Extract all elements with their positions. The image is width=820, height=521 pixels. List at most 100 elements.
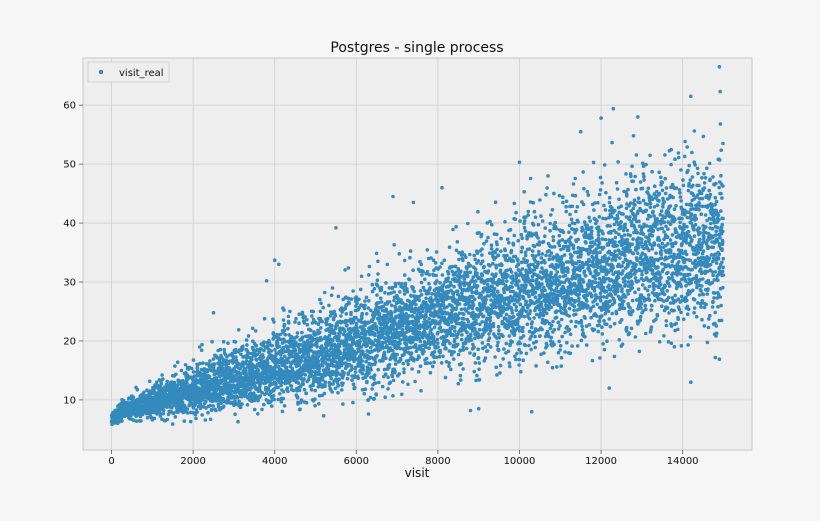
data-point xyxy=(535,313,539,317)
data-point xyxy=(519,370,523,374)
data-point xyxy=(458,312,462,316)
data-point xyxy=(195,410,199,414)
data-point xyxy=(256,369,260,373)
data-point xyxy=(395,353,399,357)
data-point xyxy=(360,317,364,321)
data-point xyxy=(411,286,415,290)
data-point xyxy=(538,240,542,244)
data-point xyxy=(460,338,464,342)
data-point xyxy=(186,407,190,411)
data-point xyxy=(337,384,341,388)
data-point xyxy=(433,326,437,330)
data-point xyxy=(421,309,425,313)
data-point xyxy=(517,348,521,352)
data-point xyxy=(512,315,516,319)
data-point xyxy=(447,276,451,280)
data-point xyxy=(260,408,264,412)
data-point xyxy=(540,282,544,286)
data-point xyxy=(334,374,338,378)
data-point xyxy=(262,340,266,344)
data-point xyxy=(507,241,511,245)
data-point xyxy=(329,377,333,381)
data-point xyxy=(486,236,490,240)
data-point xyxy=(424,297,428,301)
data-point xyxy=(526,277,530,281)
data-point xyxy=(537,250,541,254)
data-point xyxy=(245,338,249,342)
data-point xyxy=(294,349,298,353)
data-point xyxy=(311,370,315,374)
data-point xyxy=(432,360,436,364)
data-point xyxy=(490,223,494,227)
data-point xyxy=(279,384,283,388)
data-point xyxy=(381,385,385,389)
data-point xyxy=(376,368,380,372)
data-point xyxy=(266,361,270,365)
data-point xyxy=(272,394,276,398)
data-point xyxy=(544,254,548,258)
data-point xyxy=(256,412,260,416)
data-point xyxy=(317,355,321,359)
data-point xyxy=(240,402,244,406)
data-point xyxy=(410,351,414,355)
data-point xyxy=(298,389,302,393)
data-point xyxy=(497,325,501,329)
data-point xyxy=(310,388,314,392)
data-point xyxy=(443,343,447,347)
data-point xyxy=(342,371,346,375)
data-point xyxy=(201,361,205,365)
data-point xyxy=(435,250,439,254)
data-point xyxy=(206,411,210,415)
data-point xyxy=(341,382,345,386)
data-point xyxy=(253,408,257,412)
data-point xyxy=(282,390,286,394)
data-point xyxy=(185,381,189,385)
data-point xyxy=(489,345,493,349)
data-point xyxy=(427,317,431,321)
data-point xyxy=(525,352,529,356)
data-point xyxy=(338,377,342,381)
data-point xyxy=(436,341,440,345)
data-point xyxy=(330,324,334,328)
data-point xyxy=(452,291,456,295)
data-point xyxy=(491,262,495,266)
data-point xyxy=(529,348,533,352)
data-point xyxy=(287,321,291,325)
data-point xyxy=(543,261,547,265)
data-point xyxy=(499,269,503,273)
data-point xyxy=(542,240,546,244)
data-point xyxy=(475,374,479,378)
data-point xyxy=(452,357,456,361)
data-point xyxy=(511,274,515,278)
data-point xyxy=(459,362,463,366)
data-point xyxy=(139,419,143,423)
data-point xyxy=(347,266,351,270)
data-point xyxy=(148,380,152,384)
data-point xyxy=(444,347,448,351)
data-point xyxy=(517,363,521,367)
data-point xyxy=(532,223,536,227)
data-point xyxy=(219,348,223,352)
data-point xyxy=(468,351,472,355)
data-point xyxy=(323,291,327,295)
data-point xyxy=(350,297,354,301)
data-point xyxy=(541,252,545,256)
data-point xyxy=(383,291,387,295)
data-point xyxy=(173,364,177,368)
data-point xyxy=(406,362,410,366)
data-point xyxy=(514,217,518,221)
data-point xyxy=(543,226,547,230)
data-point xyxy=(495,243,499,247)
data-point xyxy=(543,234,547,238)
data-point xyxy=(400,393,404,397)
data-point xyxy=(520,261,524,265)
data-point xyxy=(383,353,387,357)
data-point xyxy=(538,308,542,312)
data-point xyxy=(239,353,243,357)
data-point xyxy=(352,382,356,386)
data-point xyxy=(518,358,522,362)
data-point xyxy=(296,331,300,335)
data-point xyxy=(363,304,367,308)
data-point xyxy=(433,350,437,354)
data-point xyxy=(183,419,187,423)
